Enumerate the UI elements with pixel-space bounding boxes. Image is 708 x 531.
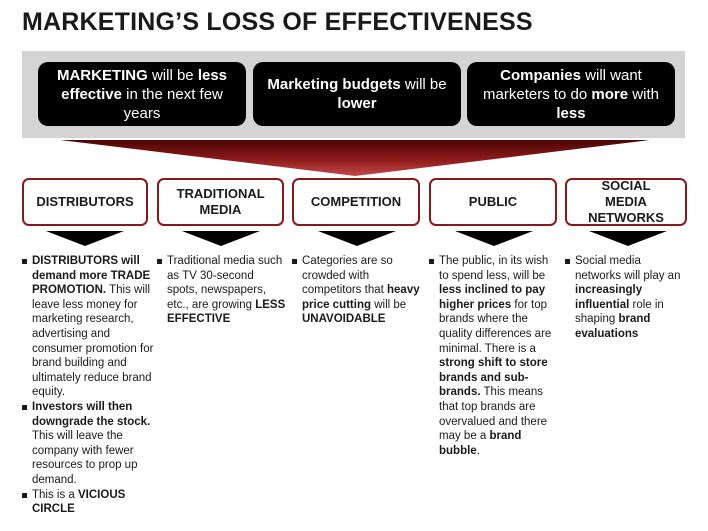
top-box-text-run: will be [147,66,198,84]
top-box-text-run: less effective [61,66,228,103]
top-box-text-run: lower [337,95,377,112]
bullet-text-run: VICIOUS CIRCLE [32,488,126,516]
top-box-text-run: will be [400,76,447,93]
column-distributors: DISTRIBUTORS will demand more TRADE PROM… [22,254,160,517]
category-competition: COMPETITION [292,178,420,226]
top-box-marketing: MARKETING will be less effective in the … [38,62,246,126]
bullet-text-run: less inclined to pay higher prices [439,284,546,311]
top-box-text-run: with [628,85,659,103]
bullet-text-run: Traditional media such as TV 30-second s… [167,255,283,311]
funnel-triangle-shape [60,140,650,176]
bullet-text-run: DISTRIBUTORS will demand more TRADE PROM… [32,255,151,297]
top-box-budgets: Marketing budgets will be lower [253,62,461,126]
bullet-text-run: . [476,444,480,457]
arrow-traditional-media [182,231,260,246]
bullet-text-run: increasingly influential [575,284,643,311]
funnel-triangle [60,140,650,176]
bullet-text-run: Categories are so crowded with competito… [302,255,393,297]
top-box-text-run: Marketing budgets [267,76,401,93]
bullet-text-run: This will leave the company with fewer r… [32,430,138,486]
arrow-social-media [589,231,667,246]
bullet-item: DISTRIBUTORS will demand more TRADE PROM… [22,254,160,400]
bullet-text-run: role in shaping [575,298,664,326]
bullet-text-run: This means that top brands are overvalue… [439,386,548,443]
column-traditional-media: Traditional media such as TV 30-second s… [157,254,287,327]
column-competition: Categories are so crowded with competito… [292,254,422,327]
bullet-text-run: brand bubble [439,430,522,457]
bullet-text-run: LESS EFFECTIVE [167,298,286,326]
column-public: The public, in its wish to spend less, w… [429,254,559,458]
bullet-text-run: The public, in its wish to spend less, w… [439,255,549,282]
bullet-item: The public, in its wish to spend less, w… [429,254,559,458]
top-box-text: MARKETING will be less effective in the … [46,66,238,123]
bullet-item: Categories are so crowded with competito… [292,254,422,327]
top-box-text-run: MARKETING [56,66,148,84]
bullet-text-run: Investors will then downgrade the stock. [32,400,151,428]
top-box-text: Marketing budgets will be lower [261,75,453,113]
category-social-media-networks: SOCIAL MEDIA NETWORKS [565,178,687,226]
arrow-competition [318,231,396,246]
bullet-item: This is a VICIOUS CIRCLE [22,488,160,517]
top-box-text-run: less [556,104,586,122]
bullet-item: Investors will then downgrade the stock.… [22,400,160,488]
bullet-text-run: heavy price cutting [302,284,420,311]
category-distributors: DISTRIBUTORS [22,178,148,226]
bullet-text-run: This will leave less money for marketing… [32,284,154,399]
category-public: PUBLIC [429,178,557,226]
bullet-text-run: Social media networks will play an [575,255,681,282]
bullet-item: Social media networks will play an incre… [565,254,690,342]
category-traditional-media: TRADITIONAL MEDIA [157,178,284,226]
top-box-text-run: Companies [500,66,581,84]
bullet-text-run: brand evaluations [575,313,651,340]
top-box-text-run: more [591,85,629,103]
top-box-companies: Companies will want marketers to do more… [467,62,675,126]
column-social-media: Social media networks will play an incre… [565,254,690,342]
top-box-text-run: in the next few years [121,85,223,122]
top-box-text: Companies will want marketers to do more… [475,66,667,123]
bullet-text-run: will be [371,298,407,311]
arrow-distributors [46,231,124,246]
top-box-text-run: will want marketers to do [483,66,642,103]
bullet-text-run: strong shift to store brands and sub-bra… [439,357,548,399]
page-title: MARKETING’S LOSS OF EFFECTIVENESS [22,8,533,36]
bullet-item: Traditional media such as TV 30-second s… [157,254,287,327]
bullet-text-run: for top brands where the quality differe… [439,298,552,355]
arrow-public [455,231,533,246]
bullet-text-run: This is a [32,488,79,501]
bullet-text-run: UNAVOIDABLE [302,313,386,326]
